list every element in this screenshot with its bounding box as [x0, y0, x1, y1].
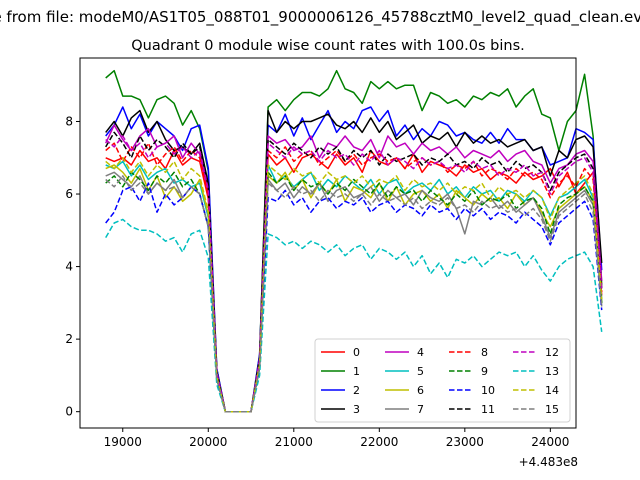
series-line-13 — [105, 218, 603, 413]
chart-title: Quadrant 0 module wise count rates with … — [131, 38, 525, 54]
legend-label-2: 2 — [353, 384, 360, 397]
series-line-11 — [105, 131, 603, 413]
legend-label-4: 4 — [417, 346, 424, 359]
x-axis-offset-label: +4.483e8 — [519, 455, 578, 469]
x-tick-label: 20000 — [189, 435, 227, 449]
legend-label-11: 11 — [481, 403, 495, 416]
series-line-12 — [105, 135, 603, 413]
x-tick-label: 19000 — [104, 435, 142, 449]
y-tick-label: 4 — [65, 260, 73, 274]
legend-label-1: 1 — [353, 365, 360, 378]
legend-box — [314, 338, 571, 423]
legend-label-6: 6 — [417, 384, 424, 397]
series-lines — [105, 69, 603, 413]
x-tick-label: 23000 — [446, 435, 484, 449]
series-line-1 — [105, 69, 603, 413]
legend-label-12: 12 — [545, 346, 559, 359]
series-line-6 — [105, 164, 603, 413]
legend-label-15: 15 — [545, 403, 559, 416]
figure-suptitle: Light curve from file: modeM0/AS1T05_088… — [0, 8, 640, 26]
series-line-2 — [105, 106, 603, 413]
y-tick-label: 8 — [65, 114, 73, 128]
legend-label-7: 7 — [417, 403, 424, 416]
series-line-15 — [105, 175, 603, 413]
legend-label-3: 3 — [353, 403, 360, 416]
legend-label-9: 9 — [481, 365, 488, 378]
axes: 19000 20000 21000 22000 23000 24000 0 2 4 6 8 — [65, 114, 569, 449]
x-tick-label: 21000 — [275, 435, 313, 449]
series-line-4 — [105, 124, 603, 413]
y-tick-label: 2 — [65, 332, 73, 346]
series-line-3 — [105, 109, 603, 413]
y-tick-label: 6 — [65, 187, 73, 201]
legend-label-8: 8 — [481, 346, 488, 359]
legend-label-13: 13 — [545, 365, 559, 378]
legend-label-14: 14 — [545, 384, 559, 397]
x-tick-label: 22000 — [360, 435, 398, 449]
series-line-14 — [105, 157, 603, 413]
series-line-8 — [105, 142, 603, 413]
y-tick-label: 0 — [65, 405, 73, 419]
x-tick-label: 24000 — [531, 435, 569, 449]
series-line-0 — [105, 149, 603, 413]
legend-label-10: 10 — [481, 384, 495, 397]
plot-frame — [79, 57, 577, 429]
legend-label-5: 5 — [417, 365, 424, 378]
legend-label-0: 0 — [353, 346, 360, 359]
series-line-9 — [105, 171, 603, 413]
